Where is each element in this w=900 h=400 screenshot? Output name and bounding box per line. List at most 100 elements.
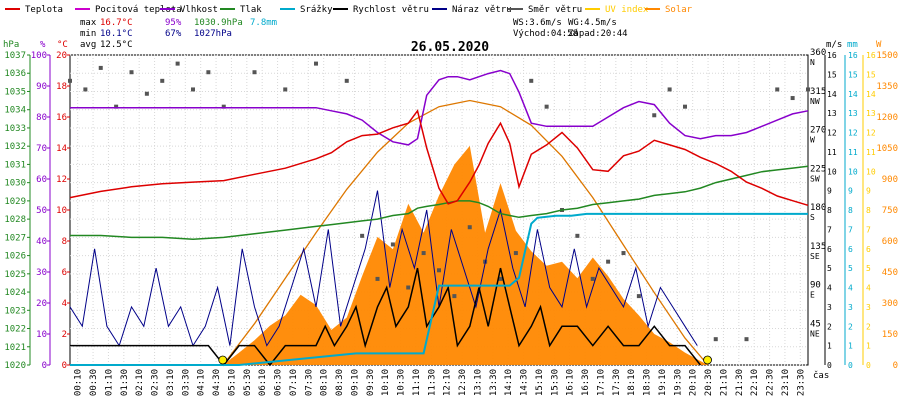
x-tick-label: 01:10 [104,369,114,396]
stats-max-srazky: 7.8mm [250,18,277,28]
wind-direction-point [621,251,626,256]
degc-unit-label: °C [57,40,68,50]
wind-direction-point [314,61,318,66]
wind-direction-point [390,242,395,247]
w-tick-label: 600 [882,237,898,247]
ms-tick-label: 10 [827,167,837,176]
stats-min-label: min [80,29,96,39]
pct-unit-label: % [40,40,46,50]
degc-tick-label: 20 [56,51,67,61]
ms-tick-label: 11 [827,148,837,157]
ms-tick-label: 7 [827,225,832,234]
hpa-tick-label: 1024 [4,288,26,298]
wind-direction-point [529,78,534,83]
uv-tick-label: 3 [866,303,871,312]
wind-direction-point [175,61,180,66]
ms-tick-label: 8 [827,206,832,215]
x-tick-label: 19:10 [658,369,668,396]
x-tick-label: 15:10 [535,369,545,396]
x-tick-label: 14:10 [504,369,514,396]
x-tick-label: 06:30 [274,369,284,396]
x-tick-label: 03:30 [181,369,191,396]
x-tick-label: 16:10 [566,369,576,396]
wind-direction-point [83,87,88,92]
x-axis: 00:10 00:30 01:10 01:30 02:10 02:30 03:10 03:30… [74,369,807,396]
x-tick-label: 02:10 [135,369,145,396]
wind-direction-point [406,285,411,290]
x-tick-label: 17:30 [612,369,622,396]
uv-tick-label: 4 [866,284,871,293]
ms-tick-label: 0 [827,361,832,370]
x-tick-label: 23:10 [781,369,791,396]
pct-tick-label: 80 [36,113,47,123]
pct-tick-label: 50 [36,206,47,216]
hpa-tick-label: 1020 [4,361,26,371]
x-tick-label: 23:30 [796,369,806,396]
wind-speed-line [70,267,701,367]
x-tick-label: 07:10 [289,369,299,396]
wind-direction-point [590,276,595,281]
wind-direction-point [744,337,749,342]
x-tick-label: 12:10 [443,369,453,396]
hpa-tick-label: 1030 [4,179,26,189]
legend-label-pocitova: Pocitová teplota [95,5,182,15]
ms-tick-label: 6 [827,245,832,254]
dir-tick-compass: N [810,58,815,67]
x-tick-label: 14:30 [520,369,530,396]
dir-tick-label: 315 [810,87,826,97]
x-tick-label: 17:10 [596,369,606,396]
dir-tick-label: 135 [810,242,826,252]
w-tick-label: 1050 [876,144,898,154]
w-tick-label: 0 [893,361,898,371]
mm-tick-label: 8 [848,206,853,215]
x-tick-label: 04:30 [212,369,222,396]
uv-tick-label: 10 [866,167,876,176]
dir-tick-compass: SW [810,174,820,183]
degc-tick-label: 2 [62,330,67,340]
w-tick-label: 900 [882,175,898,185]
hpa-tick-label: 1028 [4,215,26,225]
wind-direction-point [513,251,518,256]
wind-direction-point [575,233,580,238]
x-tick-label: 09:10 [350,369,360,396]
x-tick-label: 18:10 [627,369,637,396]
legend-label-tlak: Tlak [240,5,262,15]
sunrise-info: Východ:04:58 [513,29,578,39]
legend-label-solar: Solar [665,5,693,15]
uv-tick-label: 6 [866,245,871,254]
degc-tick-label: 14 [56,144,67,154]
wind-direction-point [667,87,672,92]
x-tick-label: 18:30 [643,369,653,396]
temperature-line [69,109,809,207]
mm-tick-label: 1 [848,342,853,351]
hpa-tick-label: 1025 [4,270,26,280]
x-tick-label: 21:10 [719,369,729,396]
uv-tick-label: 15 [866,70,876,79]
mm-tick-label: 14 [848,90,858,99]
uv-tick-label: 13 [866,109,876,118]
uv-tick-label: 16 [866,51,876,60]
x-tick-label: 07:30 [304,369,314,396]
stats-max-vlhkost: 95% [165,18,182,28]
dir-tick-compass: SE [810,252,820,261]
x-tick-label: 10:30 [397,369,407,396]
wind-speed-info: WS:3.6m/s [513,18,562,28]
plot-area [68,61,810,367]
wind-direction-point [606,259,611,264]
w-tick-label: 450 [882,268,898,278]
x-tick-label: 20:30 [704,369,714,396]
pct-tick-label: 100 [31,51,47,61]
uv-tick-label: 2 [866,322,871,331]
wind-direction-point [806,87,810,92]
ms-tick-label: 15 [827,70,837,79]
dir-tick-compass: NW [810,97,820,106]
humidity-line [70,69,809,146]
solar-area [223,145,708,365]
ms-tick-label: 4 [827,284,832,293]
x-tick-label: 10:10 [381,369,391,396]
stats-avg-label: avg [80,40,96,50]
uv-tick-label: 14 [866,90,876,99]
x-tick-label: 19:30 [673,369,683,396]
degc-tick-label: 6 [62,268,67,278]
